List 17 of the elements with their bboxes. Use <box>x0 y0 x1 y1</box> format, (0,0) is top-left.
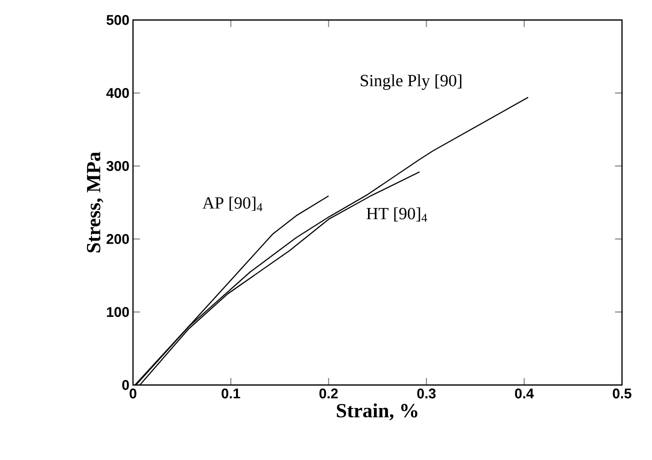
y-tick-label: 400 <box>106 88 129 98</box>
x-tick-label: 0.1 <box>222 388 240 398</box>
y-tick-label: 200 <box>106 234 129 244</box>
x-axis-title: Strain, % <box>336 403 418 420</box>
x-tick-label: 0.5 <box>612 388 632 398</box>
y-tick-label: 300 <box>106 161 129 171</box>
series-label: HT [90]$_{4}$ <box>366 207 428 222</box>
y-tick-label: 100 <box>106 307 129 317</box>
x-tick-label: 0.3 <box>417 388 436 398</box>
y-axis-title: Stress, MPa <box>86 152 104 252</box>
x-tick-label: 0.2 <box>319 388 338 398</box>
y-tick-label: 500 <box>106 15 129 25</box>
y-tick-label: 0 <box>122 380 129 390</box>
x-tick-label: 0.4 <box>515 388 534 398</box>
x-tick-label: 0 <box>130 388 136 398</box>
series-label: AP [90]$_{4}$ <box>202 196 262 212</box>
text: Single Ply [90] <box>360 74 462 90</box>
